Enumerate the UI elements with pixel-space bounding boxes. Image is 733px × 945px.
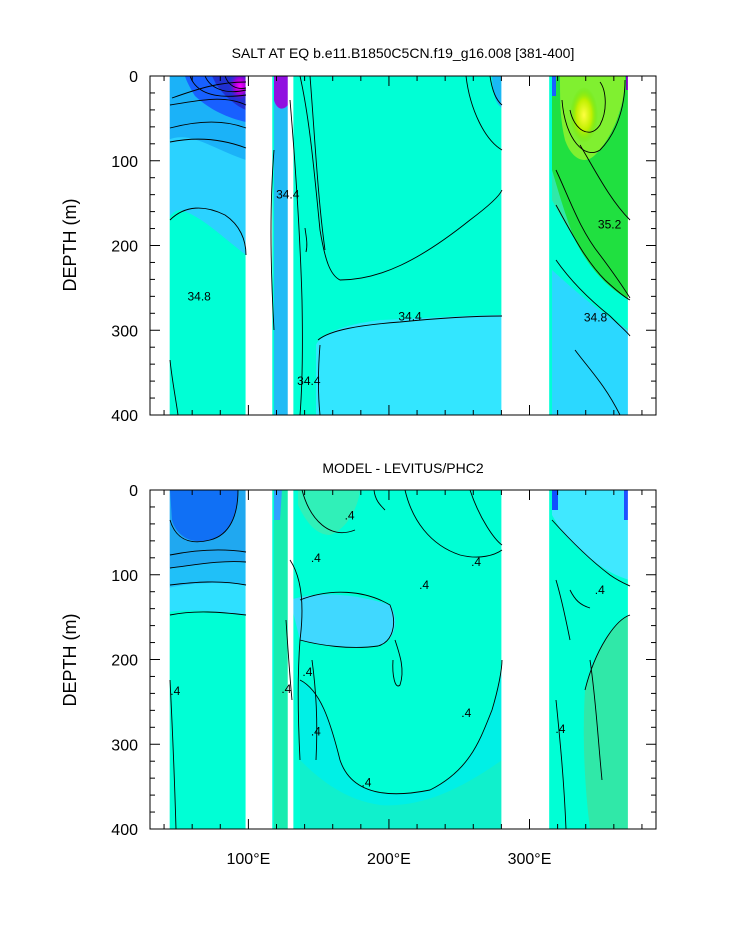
contour-label: .4 [471,555,481,569]
land-gap [287,76,294,415]
y-tick-label: 300 [111,737,138,754]
contour-label: .4 [419,578,429,592]
top-atlantic-deep [552,260,630,415]
top-contour-lines [169,76,631,415]
contour-label: 35.2 [598,217,622,231]
top-panel: SALT AT EQ b.e11.B1850C5CN.f19_g16.008 [… [60,45,657,425]
contour-label: .4 [461,706,471,720]
bottom-contour-lines [169,490,631,829]
contour-label: .4 [361,775,371,789]
top-atlantic-yellow [570,87,598,143]
contour-label: 34.4 [398,310,422,324]
bottom-panel: MODEL - LEVITUS/PHC2 [60,460,657,868]
bottom-contour-labels: .4 .4 .4 .4 .4 .4 .4 .4 .4 .4 .4 .4 [170,508,605,789]
land-gap [501,490,550,829]
top-indo-core [274,76,290,109]
y-tick-label: 0 [129,483,138,500]
contour-label: .4 [281,682,291,696]
contour-label: 34.4 [276,188,300,202]
land-gap [501,76,550,415]
top-pacific-east-shallow [492,76,502,108]
contour-label: .4 [595,583,605,597]
bottom-atlantic-top [552,490,630,580]
y-tick-label: 200 [111,653,138,670]
bottom-indo-channel [274,490,290,829]
bottom-x-tick-labels: 100°E 200°E 300°E [227,851,552,868]
bottom-atlantic-green [583,615,630,829]
bottom-field [150,490,656,829]
top-atlantic-edge [552,76,556,96]
bottom-tick-marks [150,489,656,830]
y-tick-label: 300 [111,323,138,340]
contour-label: 34.4 [297,374,321,388]
contour-label: .4 [311,551,321,565]
bottom-panel-title: MODEL - LEVITUS/PHC2 [322,460,484,476]
bottom-y-tick-labels: 0 100 200 300 400 [111,483,138,839]
land-gap [245,490,273,829]
x-tick-label: 300°E [508,851,552,868]
contour-label: 34.8 [188,289,212,303]
contour-label: .4 [555,722,565,736]
y-tick-label: 400 [111,822,138,839]
contour-label: .4 [345,508,355,522]
contour-label: .4 [311,725,321,739]
top-y-axis-label: DEPTH (m) [60,199,80,292]
contour-label: 34.8 [584,311,608,325]
top-contour-labels: 34.4 34.8 34.4 34.4 35.2 34.8 [188,188,622,388]
contour-label: .4 [302,665,312,679]
top-panel-title: SALT AT EQ b.e11.B1850C5CN.f19_g16.008 [… [232,45,575,61]
top-field [150,76,656,415]
bottom-atlantic-east-edge [624,490,630,520]
y-tick-label: 0 [129,69,138,86]
bottom-indian-core [170,490,238,542]
bottom-pacific-shallow [298,490,360,535]
top-y-tick-labels: 0 100 200 300 400 [111,69,138,425]
bottom-pacific-lower [300,660,502,829]
land-gap [245,76,273,415]
y-tick-label: 100 [111,568,138,585]
y-tick-label: 400 [111,408,138,425]
bottom-pacific-band [290,594,396,648]
bottom-y-axis-label: DEPTH (m) [60,614,80,707]
y-tick-label: 200 [111,239,138,256]
x-tick-label: 100°E [227,851,271,868]
top-tick-marks [150,75,656,416]
land-gap [287,490,294,829]
bottom-atlantic-edge [552,490,558,510]
bottom-pacific-greenish [300,760,502,829]
top-pacific-deep [316,315,502,415]
y-tick-label: 100 [111,154,138,171]
top-indo-channel [274,76,290,415]
x-tick-label: 200°E [367,851,411,868]
contour-label: .4 [170,684,180,698]
bottom-indo-dark [274,490,282,520]
